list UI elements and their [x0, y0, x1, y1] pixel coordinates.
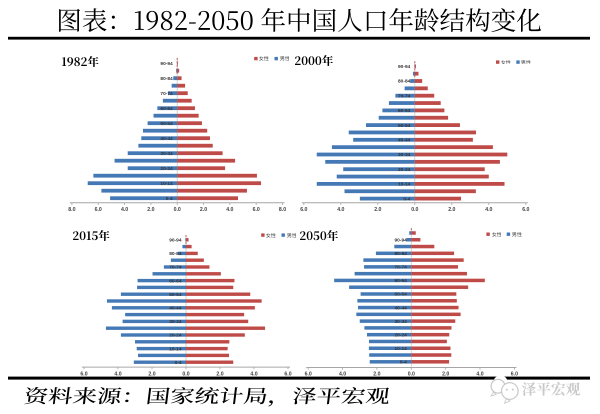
svg-text:6.0: 6.0 — [284, 371, 291, 377]
svg-text:0.0: 0.0 — [182, 371, 189, 377]
svg-text:80-84: 80-84 — [160, 76, 173, 82]
svg-text:0.0: 0.0 — [408, 372, 415, 378]
svg-text:70-74: 70-74 — [398, 93, 411, 99]
svg-text:80-84: 80-84 — [398, 79, 411, 85]
svg-text:90-94: 90-94 — [398, 64, 411, 70]
svg-text:8.0: 8.0 — [68, 207, 75, 213]
svg-text:60-64: 60-64 — [160, 106, 173, 112]
svg-text:4.0: 4.0 — [114, 371, 121, 377]
svg-text:40-44: 40-44 — [160, 136, 173, 142]
svg-text:6.0: 6.0 — [305, 372, 312, 378]
svg-text:4.0: 4.0 — [121, 207, 128, 213]
svg-text:70-74: 70-74 — [169, 265, 182, 271]
svg-text:30-34: 30-34 — [160, 151, 173, 157]
svg-text:6.0: 6.0 — [95, 207, 102, 213]
svg-text:2.0: 2.0 — [442, 372, 449, 378]
svg-text:90-94: 90-94 — [169, 238, 182, 244]
svg-text:4.0: 4.0 — [226, 207, 233, 213]
svg-text:30-34: 30-34 — [169, 319, 182, 325]
svg-text:20-24: 20-24 — [395, 332, 408, 338]
svg-text:4.0: 4.0 — [250, 371, 257, 377]
svg-text:8.0: 8.0 — [279, 207, 286, 213]
svg-text:0-4: 0-4 — [166, 196, 173, 202]
svg-text:6.0: 6.0 — [80, 371, 87, 377]
svg-text:40-44: 40-44 — [169, 306, 182, 312]
svg-text:90-94: 90-94 — [395, 237, 408, 243]
svg-text:90-94: 90-94 — [160, 61, 173, 67]
svg-text:70-74: 70-74 — [160, 91, 173, 97]
svg-text:40-44: 40-44 — [395, 305, 408, 311]
svg-text:60-64: 60-64 — [395, 278, 408, 284]
svg-text:2.0: 2.0 — [216, 371, 223, 377]
svg-text:60-64: 60-64 — [398, 108, 411, 114]
svg-text:2.0: 2.0 — [448, 207, 455, 213]
svg-text:80-84: 80-84 — [395, 251, 408, 257]
svg-text:2.0: 2.0 — [148, 371, 155, 377]
svg-text:0-4: 0-4 — [175, 360, 182, 366]
svg-text:0-4: 0-4 — [400, 360, 407, 366]
svg-text:2.0: 2.0 — [374, 207, 381, 213]
svg-text:6.0: 6.0 — [522, 207, 529, 213]
svg-text:80-84: 80-84 — [169, 251, 182, 257]
svg-text:6.0: 6.0 — [300, 207, 307, 213]
svg-text:2.0: 2.0 — [147, 207, 154, 213]
svg-text:60-64: 60-64 — [169, 278, 182, 284]
svg-text:10-14: 10-14 — [395, 346, 408, 352]
svg-text:50-54: 50-54 — [398, 123, 411, 129]
svg-text:4.0: 4.0 — [476, 372, 483, 378]
svg-text:10-14: 10-14 — [398, 182, 411, 188]
svg-text:4.0: 4.0 — [337, 207, 344, 213]
svg-text:50-54: 50-54 — [395, 292, 408, 298]
svg-text:20-24: 20-24 — [169, 333, 182, 339]
svg-text:2.0: 2.0 — [200, 207, 207, 213]
svg-text:10-14: 10-14 — [160, 181, 173, 187]
svg-text:30-34: 30-34 — [395, 319, 408, 325]
svg-text:10-14: 10-14 — [169, 346, 182, 352]
svg-text:50-54: 50-54 — [160, 121, 173, 127]
svg-text:0-4: 0-4 — [403, 196, 410, 202]
svg-text:0.0: 0.0 — [411, 207, 418, 213]
svg-text:30-34: 30-34 — [398, 152, 411, 158]
svg-text:2.0: 2.0 — [373, 372, 380, 378]
svg-text:4.0: 4.0 — [339, 372, 346, 378]
svg-text:4.0: 4.0 — [485, 207, 492, 213]
svg-text:70-74: 70-74 — [395, 265, 408, 271]
svg-text:40-44: 40-44 — [398, 138, 411, 144]
svg-text:6.0: 6.0 — [511, 372, 518, 378]
svg-text:50-54: 50-54 — [169, 292, 182, 298]
svg-text:20-24: 20-24 — [160, 166, 173, 172]
svg-text:6.0: 6.0 — [253, 207, 260, 213]
svg-text:20-24: 20-24 — [398, 167, 411, 173]
svg-text:0.0: 0.0 — [174, 207, 181, 213]
